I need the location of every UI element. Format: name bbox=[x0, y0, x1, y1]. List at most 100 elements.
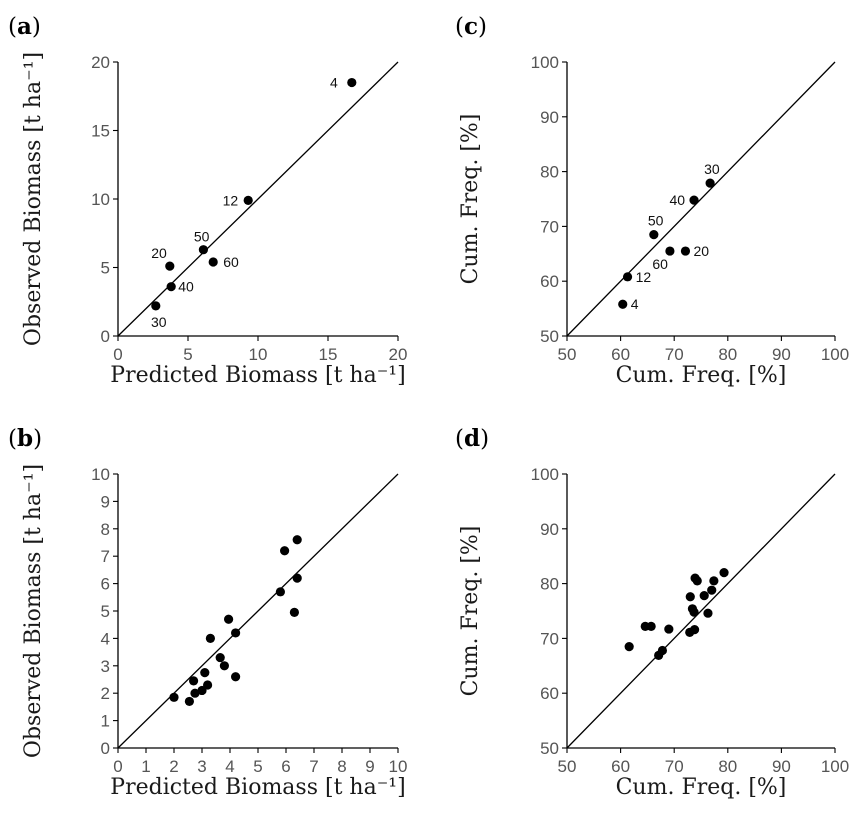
x-tick-label: 80 bbox=[718, 757, 737, 776]
data-point bbox=[198, 245, 208, 255]
y-tick-label: 90 bbox=[540, 520, 559, 539]
x-tick-label: 7 bbox=[309, 757, 318, 776]
y-tick-label: 100 bbox=[531, 465, 559, 484]
y-tick-label: 6 bbox=[101, 575, 110, 594]
x-tick-label: 3 bbox=[197, 757, 206, 776]
point-label: 4 bbox=[631, 296, 639, 312]
y-axis-title: Observed Biomass [t ha⁻¹] bbox=[21, 52, 46, 346]
point-label: 50 bbox=[648, 213, 664, 229]
x-tick-label: 0 bbox=[113, 345, 122, 364]
one-to-one-line bbox=[117, 473, 399, 749]
y-tick-label: 20 bbox=[91, 53, 110, 72]
data-point bbox=[243, 195, 253, 205]
one-to-one-line bbox=[566, 473, 836, 749]
panel-letter-c: (c) bbox=[455, 13, 487, 40]
x-tick-label: 2 bbox=[169, 757, 178, 776]
y-tick-label: 70 bbox=[540, 217, 559, 236]
data-point bbox=[166, 282, 176, 292]
point-label: 12 bbox=[223, 192, 239, 208]
y-tick-label: 5 bbox=[101, 259, 110, 278]
x-axis-title: Cum. Freq. [%] bbox=[616, 775, 787, 800]
data-point bbox=[649, 230, 659, 240]
data-point bbox=[292, 573, 302, 583]
data-point bbox=[219, 661, 229, 671]
x-tick-label: 4 bbox=[225, 757, 234, 776]
data-point bbox=[208, 257, 218, 267]
x-tick-label: 100 bbox=[821, 757, 849, 776]
data-point bbox=[664, 624, 674, 634]
data-point bbox=[169, 692, 179, 702]
x-tick-label: 50 bbox=[558, 345, 577, 364]
y-tick-label: 80 bbox=[540, 575, 559, 594]
data-point bbox=[189, 676, 199, 686]
y-tick-label: 50 bbox=[540, 739, 559, 758]
point-label: 30 bbox=[704, 161, 720, 177]
point-label: 12 bbox=[636, 269, 652, 285]
x-tick-label: 10 bbox=[389, 757, 408, 776]
point-label: 60 bbox=[223, 254, 239, 270]
point-label: 60 bbox=[652, 256, 668, 272]
data-point bbox=[707, 585, 717, 595]
y-tick-label: 1 bbox=[101, 712, 110, 731]
panel-d: (d) 50 60 70 80 90 100 50 60 70 80 90 100 Cum. Freq. … bbox=[455, 425, 849, 800]
y-tick-label: 50 bbox=[540, 327, 559, 346]
y-axis-title: Observed Biomass [t ha⁻¹] bbox=[21, 464, 46, 758]
data-point bbox=[685, 592, 695, 602]
data-point bbox=[289, 607, 299, 617]
x-axis-title: Predicted Biomass [t ha⁻¹] bbox=[110, 363, 405, 388]
y-axis-title: Cum. Freq. [%] bbox=[458, 114, 483, 285]
point-label: 40 bbox=[669, 192, 685, 208]
y-tick-label: 100 bbox=[531, 53, 559, 72]
data-point bbox=[203, 680, 213, 690]
data-point bbox=[705, 178, 715, 188]
one-to-one-line bbox=[117, 61, 399, 337]
x-tick-label: 60 bbox=[611, 345, 630, 364]
point-label: 30 bbox=[151, 314, 167, 330]
x-tick-label: 5 bbox=[253, 757, 262, 776]
y-tick-label: 0 bbox=[101, 739, 110, 758]
data-point bbox=[689, 607, 699, 617]
point-label: 20 bbox=[693, 243, 709, 259]
x-tick-label: 90 bbox=[772, 345, 791, 364]
data-point bbox=[224, 614, 234, 624]
y-tick-label: 80 bbox=[540, 163, 559, 182]
x-tick-label: 50 bbox=[558, 757, 577, 776]
data-point bbox=[689, 625, 700, 635]
x-tick-label: 10 bbox=[249, 345, 268, 364]
y-tick-label: 0 bbox=[101, 327, 110, 346]
x-tick-label: 70 bbox=[665, 345, 684, 364]
point-label: 40 bbox=[178, 279, 194, 295]
y-tick-label: 10 bbox=[91, 190, 110, 209]
x-tick-label: 90 bbox=[772, 757, 791, 776]
x-tick-label: 70 bbox=[665, 757, 684, 776]
y-tick-label: 90 bbox=[540, 108, 559, 127]
x-tick-label: 0 bbox=[113, 757, 122, 776]
x-tick-label: 5 bbox=[183, 345, 192, 364]
y-tick-label: 8 bbox=[101, 520, 110, 539]
data-point bbox=[692, 576, 702, 586]
x-tick-label: 15 bbox=[319, 345, 338, 364]
data-point bbox=[184, 696, 194, 707]
data-point bbox=[275, 587, 285, 597]
y-tick-label: 5 bbox=[101, 602, 110, 621]
data-point bbox=[709, 576, 719, 586]
data-point bbox=[703, 608, 713, 618]
data-point bbox=[646, 621, 656, 631]
panel-c: (c) 50 60 70 80 90 100 50 60 70 80 90 100 Cum. Freq. … bbox=[455, 13, 849, 388]
y-tick-label: 7 bbox=[101, 547, 110, 566]
data-point bbox=[665, 246, 675, 256]
data-point bbox=[347, 77, 357, 88]
data-point bbox=[190, 688, 200, 698]
data-point bbox=[719, 568, 729, 578]
data-point bbox=[657, 645, 668, 656]
data-point bbox=[292, 535, 302, 545]
y-tick-label: 15 bbox=[91, 122, 110, 141]
y-tick-label: 60 bbox=[540, 272, 559, 291]
data-point bbox=[231, 672, 241, 682]
data-point bbox=[622, 272, 633, 282]
data-point bbox=[231, 628, 241, 638]
panel-letter-a: (a) bbox=[8, 13, 41, 40]
one-to-one-line bbox=[566, 61, 836, 337]
